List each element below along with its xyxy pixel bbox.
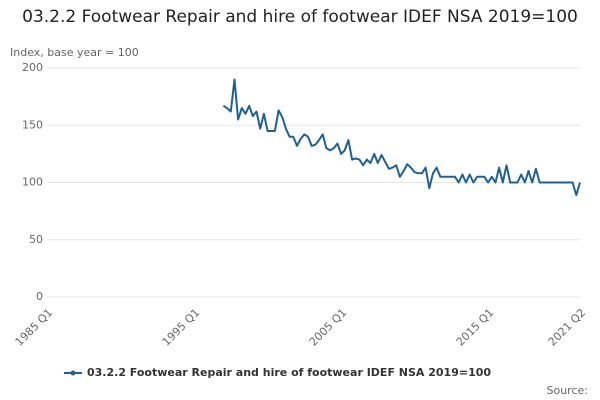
- legend-marker: [70, 370, 76, 376]
- x-tick-label: 2021 Q2: [546, 306, 589, 349]
- y-tick-label: 0: [36, 290, 43, 303]
- x-tick-label: 1985 Q1: [13, 306, 56, 349]
- source: Source:: [547, 384, 589, 397]
- legend-label: 03.2.2 Footwear Repair and hire of footw…: [87, 366, 491, 379]
- y-tick-label: 150: [22, 118, 43, 131]
- y-axis-label: Index, base year = 100: [10, 46, 139, 59]
- y-tick-label: 50: [29, 233, 43, 246]
- y-tick-label: 200: [22, 61, 43, 74]
- x-tick-label: 1995 Q1: [160, 306, 203, 349]
- x-tick-label: 2005 Q1: [307, 306, 350, 349]
- chart-title: 03.2.2 Footwear Repair and hire of footw…: [22, 7, 578, 27]
- y-tick-label: 100: [22, 176, 43, 189]
- x-tick-label: 2015 Q1: [454, 306, 497, 349]
- data-line: [222, 78, 581, 197]
